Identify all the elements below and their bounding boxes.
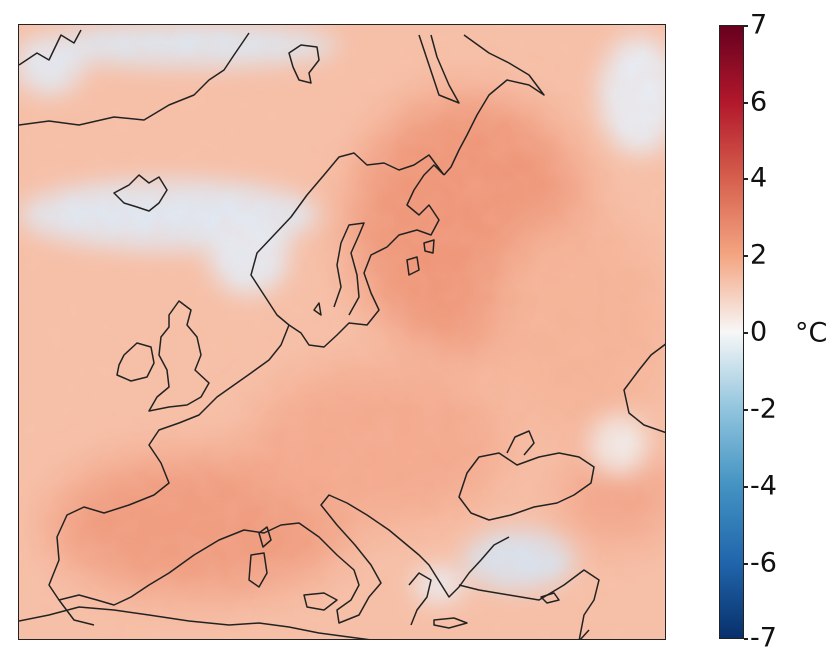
colorbar-tick-label-0: 0 (750, 316, 768, 348)
colorbar-tick (744, 255, 748, 257)
coastline-black-sea (458, 452, 595, 521)
coastline-gotland (313, 302, 322, 316)
coastline-iberia-west (58, 599, 95, 626)
coastline-crete (433, 617, 468, 629)
coastline-cyprus (540, 592, 560, 604)
colorbar-unit-label: °C (795, 317, 828, 349)
coastline-iceland (113, 174, 168, 212)
colorbar (719, 25, 744, 639)
colorbar-tick-label-6: 6 (750, 86, 768, 118)
colorbar-tick (744, 332, 748, 334)
coastline-north-africa (19, 606, 370, 639)
coastline-arctic-russia (443, 34, 545, 176)
coastline-great-britain (148, 300, 210, 412)
coastline-baltic-island-3 (423, 239, 435, 254)
colorbar-tick-label-neg7: -7 (750, 622, 777, 654)
coastline-ireland (116, 342, 155, 382)
coastline-sardinia (248, 552, 268, 588)
coastline-north-africa-east (579, 629, 590, 639)
colorbar-tick (744, 102, 748, 104)
colorbar-tick (744, 409, 748, 411)
coastline-novaya-zemlya (418, 34, 460, 104)
colorbar-tick (744, 563, 748, 565)
anomaly-texture (19, 25, 665, 639)
coastlines (19, 29, 665, 639)
map-field (19, 25, 665, 639)
coastline-svalbard (288, 44, 320, 84)
temperature-anomaly-map (18, 24, 666, 640)
coastline-caspian (623, 343, 665, 434)
colorbar-tick (744, 638, 748, 640)
colorbar-tick-label-neg6: -6 (750, 547, 777, 579)
colorbar-tick (744, 178, 748, 180)
coastline-greenland (19, 29, 250, 126)
colorbar-tick (744, 486, 748, 488)
coastline-sicily (303, 592, 338, 611)
colorbar-tick-label-neg2: -2 (750, 393, 777, 425)
coastline-crimea (506, 430, 535, 456)
colorbar-tick-label-neg4: -4 (750, 470, 777, 502)
coastline-corsica (258, 526, 272, 548)
coastline-continental-europe (48, 324, 510, 624)
colorbar-tick-label-2: 2 (750, 239, 768, 271)
coastline-aegean (408, 572, 432, 626)
colorbar-tick (744, 25, 748, 27)
coastline-gulf-bothnia (333, 222, 365, 316)
coastline-baltic-island-2 (406, 256, 420, 276)
colorbar-tick-label-4: 4 (750, 162, 768, 194)
coastline-anatolia (458, 569, 600, 639)
colorbar-tick-label-7: 7 (750, 9, 768, 41)
coastline-scandinavia (250, 152, 445, 348)
